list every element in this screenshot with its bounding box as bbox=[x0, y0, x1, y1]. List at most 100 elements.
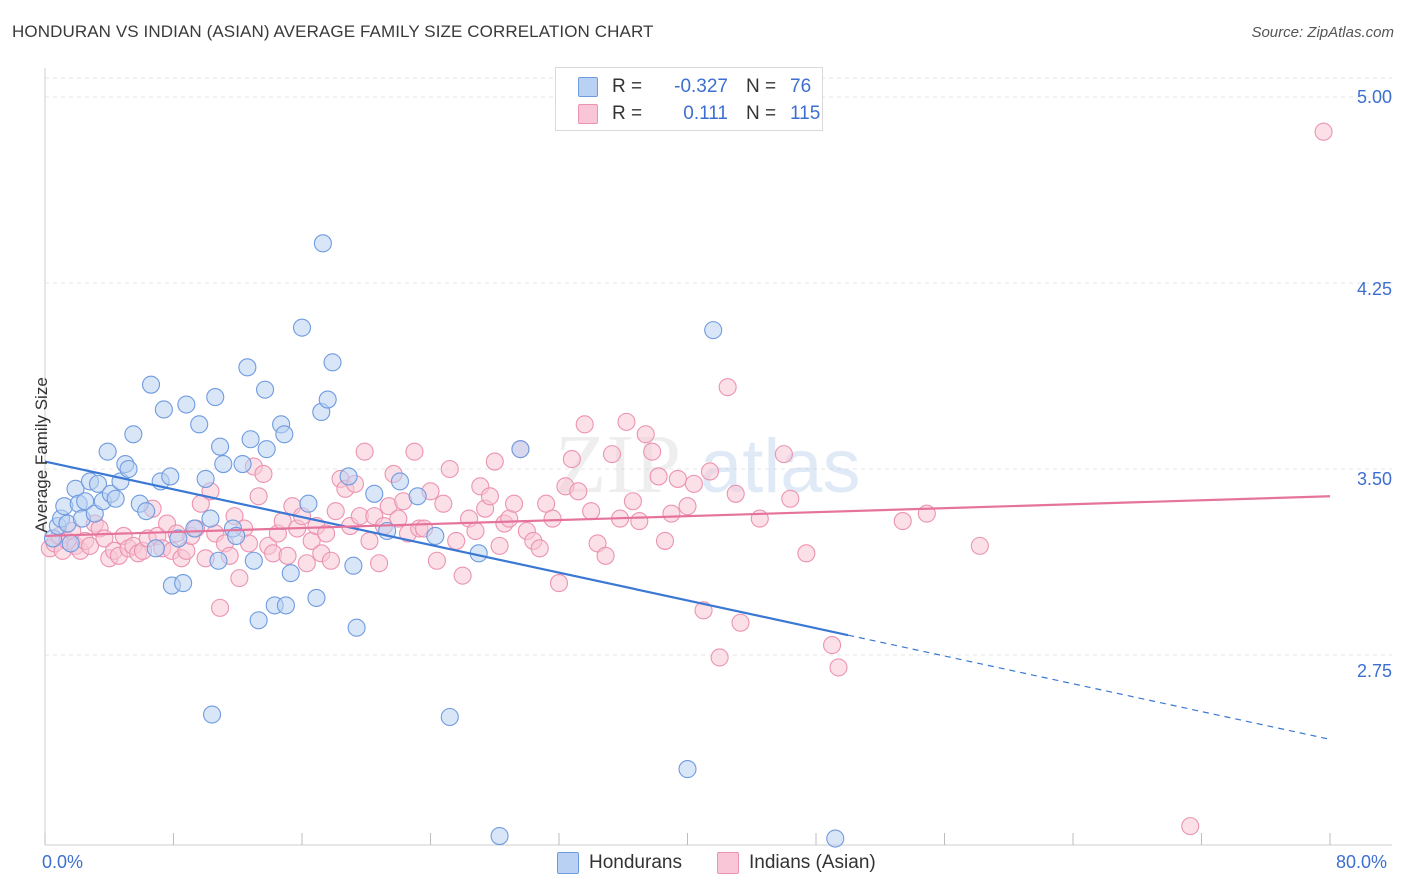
data-point bbox=[684, 474, 703, 493]
data-point bbox=[137, 502, 156, 521]
data-point bbox=[893, 512, 912, 531]
data-point bbox=[704, 321, 723, 340]
data-point bbox=[829, 658, 848, 677]
data-point bbox=[76, 492, 95, 511]
n-value: 115 bbox=[790, 103, 821, 124]
legend-label: Indians (Asian) bbox=[749, 852, 876, 873]
data-point bbox=[360, 531, 379, 550]
data-point bbox=[596, 546, 615, 565]
data-point bbox=[389, 509, 408, 528]
y-tick-275: 2.75 bbox=[1356, 661, 1392, 681]
data-point bbox=[426, 526, 445, 546]
data-point bbox=[292, 318, 312, 337]
indians-swatch bbox=[578, 104, 598, 124]
y-tick-500: 5.00 bbox=[1356, 87, 1392, 107]
data-point bbox=[575, 415, 594, 434]
data-point bbox=[244, 551, 263, 570]
data-point bbox=[238, 358, 257, 377]
legend-item-indians[interactable]: Indians (Asian) bbox=[717, 852, 876, 874]
data-point bbox=[970, 536, 989, 555]
data-point bbox=[214, 454, 233, 474]
data-point bbox=[146, 539, 165, 558]
n-value: 76 bbox=[790, 76, 812, 97]
data-point bbox=[297, 554, 316, 573]
data-point bbox=[203, 705, 222, 724]
data-point bbox=[781, 489, 800, 508]
data-point bbox=[434, 494, 453, 513]
data-point bbox=[549, 574, 569, 593]
data-point bbox=[427, 551, 446, 570]
y-tick-350: 3.50 bbox=[1356, 469, 1392, 489]
data-point bbox=[347, 618, 366, 637]
data-point bbox=[141, 375, 161, 394]
r-value: -0.327 bbox=[674, 76, 728, 97]
source-label: Source: ZipAtlas.com bbox=[1251, 24, 1394, 41]
data-point bbox=[537, 494, 556, 513]
data-point bbox=[440, 707, 459, 727]
n-label: N = bbox=[746, 76, 777, 97]
data-point bbox=[196, 469, 215, 488]
data-point bbox=[344, 556, 363, 575]
hondurans-trend-line bbox=[44, 460, 849, 637]
data-point bbox=[1314, 122, 1333, 141]
hondurans-swatch bbox=[578, 77, 598, 97]
r-value: 0.111 bbox=[683, 103, 728, 124]
data-point bbox=[569, 482, 588, 501]
hondurans-swatch bbox=[557, 852, 579, 874]
data-point bbox=[119, 459, 138, 479]
x-tick-right: 80.0% bbox=[1336, 852, 1388, 872]
n-label: N = bbox=[746, 103, 777, 124]
data-point bbox=[206, 388, 225, 407]
data-point bbox=[731, 613, 750, 632]
data-point bbox=[636, 425, 655, 444]
data-point bbox=[678, 760, 697, 779]
data-point bbox=[447, 531, 466, 550]
data-point bbox=[276, 596, 295, 615]
data-point bbox=[318, 390, 337, 409]
data-point bbox=[490, 536, 509, 555]
data-point bbox=[339, 467, 358, 486]
data-point bbox=[453, 566, 472, 585]
data-point bbox=[480, 487, 499, 506]
data-point bbox=[774, 445, 793, 464]
data-point bbox=[405, 442, 424, 461]
data-point bbox=[365, 484, 384, 503]
data-point bbox=[1181, 817, 1200, 836]
data-point bbox=[201, 509, 220, 528]
data-point bbox=[227, 526, 246, 546]
data-point bbox=[485, 452, 504, 471]
legend-row-indians: R = 0.111 N = 115 bbox=[556, 100, 820, 128]
data-point bbox=[190, 415, 209, 434]
watermark-atlas: atlas bbox=[700, 424, 861, 509]
chart-title: HONDURAN VS INDIAN (ASIAN) AVERAGE FAMIL… bbox=[12, 22, 654, 41]
data-point bbox=[249, 487, 268, 506]
data-point bbox=[617, 412, 636, 431]
data-point bbox=[710, 648, 729, 667]
data-point bbox=[249, 611, 268, 630]
r-label: R = bbox=[612, 76, 643, 97]
data-point bbox=[98, 442, 117, 461]
data-point bbox=[643, 442, 662, 461]
legend-row-hondurans: R = -0.327 N = 76 bbox=[556, 73, 811, 101]
data-point bbox=[630, 512, 649, 531]
data-point bbox=[582, 502, 601, 521]
indians-points bbox=[40, 122, 1333, 836]
data-point bbox=[678, 497, 697, 516]
data-point bbox=[307, 588, 326, 608]
data-point bbox=[323, 353, 342, 372]
data-point bbox=[562, 450, 581, 469]
legend-item-hondurans[interactable]: Hondurans bbox=[557, 852, 682, 874]
data-point bbox=[440, 459, 459, 479]
data-point bbox=[124, 425, 143, 444]
data-point bbox=[700, 462, 720, 481]
data-point bbox=[718, 378, 737, 397]
legend-label: Hondurans bbox=[589, 852, 682, 873]
data-point bbox=[530, 539, 549, 558]
data-point bbox=[174, 574, 193, 593]
data-point bbox=[313, 234, 332, 253]
data-point bbox=[511, 440, 530, 459]
data-point bbox=[543, 509, 562, 528]
data-point bbox=[241, 430, 260, 449]
data-point bbox=[254, 464, 273, 484]
